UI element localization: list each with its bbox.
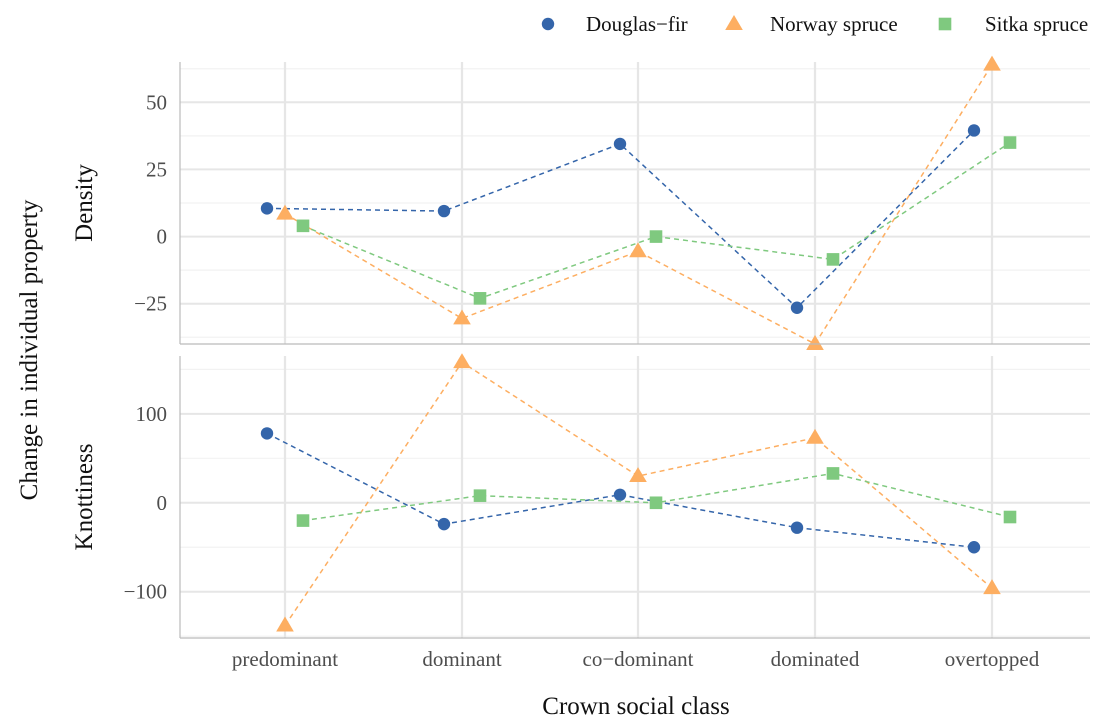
data-point <box>790 521 804 534</box>
data-point <box>649 496 663 510</box>
axis-layer: −25 0 25 50 Density −100 0 100 Knottiness predomi… <box>71 62 1090 671</box>
data-point <box>983 579 1001 595</box>
data-point <box>629 467 647 483</box>
data-point <box>437 517 451 531</box>
data-point <box>260 202 274 215</box>
y-tick-label: 25 <box>146 157 167 181</box>
data-point <box>453 353 471 369</box>
data-point <box>629 242 647 258</box>
data-point <box>983 55 1001 71</box>
data-point <box>826 467 840 480</box>
data-point <box>276 616 294 632</box>
data-point <box>613 488 627 501</box>
panel-label: Density <box>71 164 98 242</box>
data-point <box>806 428 824 444</box>
data-point <box>1003 136 1017 149</box>
x-tick-label: overtopped <box>945 647 1040 671</box>
legend-marker <box>725 15 743 30</box>
data-point <box>649 230 663 243</box>
y-tick-label: 0 <box>157 491 168 515</box>
y-tick-label: 100 <box>136 402 168 426</box>
legend-label: Douglas−fir <box>586 12 688 36</box>
data-point <box>967 541 981 554</box>
series-line <box>266 432 975 549</box>
x-tick-label: predominant <box>232 647 338 671</box>
x-axis-title: Crown social class <box>542 693 729 720</box>
data-point <box>613 137 627 151</box>
data-point <box>276 204 294 220</box>
y-axis-title: Change in individual property <box>16 199 43 500</box>
y-tick-label: −100 <box>124 580 167 604</box>
legend-marker <box>938 17 952 31</box>
data-point <box>473 292 487 305</box>
data-point <box>967 124 981 137</box>
data-point <box>806 335 824 350</box>
series-line <box>284 64 993 345</box>
data-point <box>826 253 840 266</box>
data-point <box>473 489 487 502</box>
legend-label: Sitka spruce <box>985 12 1088 36</box>
data-point <box>260 427 274 440</box>
y-tick-label: 0 <box>157 225 168 249</box>
grid-layer <box>180 62 1090 638</box>
data-point <box>296 219 310 233</box>
legend-label: Norway spruce <box>770 12 898 36</box>
data-point <box>1003 510 1017 524</box>
y-tick-label: −25 <box>134 292 167 316</box>
series-line <box>302 141 1011 300</box>
legend-marker <box>541 17 555 31</box>
x-tick-label: dominated <box>771 647 860 671</box>
series-layer <box>260 55 1017 632</box>
x-tick-label: dominant <box>422 647 501 671</box>
x-tick-label: co−dominant <box>583 647 694 671</box>
y-tick-label: 50 <box>146 90 167 114</box>
panel-label: Knottiness <box>71 444 98 551</box>
series-line <box>266 129 975 309</box>
data-point <box>453 309 471 325</box>
legend: Douglas−fir Norway spruce Sitka spruce <box>541 12 1088 36</box>
data-point <box>790 301 804 314</box>
data-point <box>296 514 310 527</box>
data-point <box>437 204 451 218</box>
